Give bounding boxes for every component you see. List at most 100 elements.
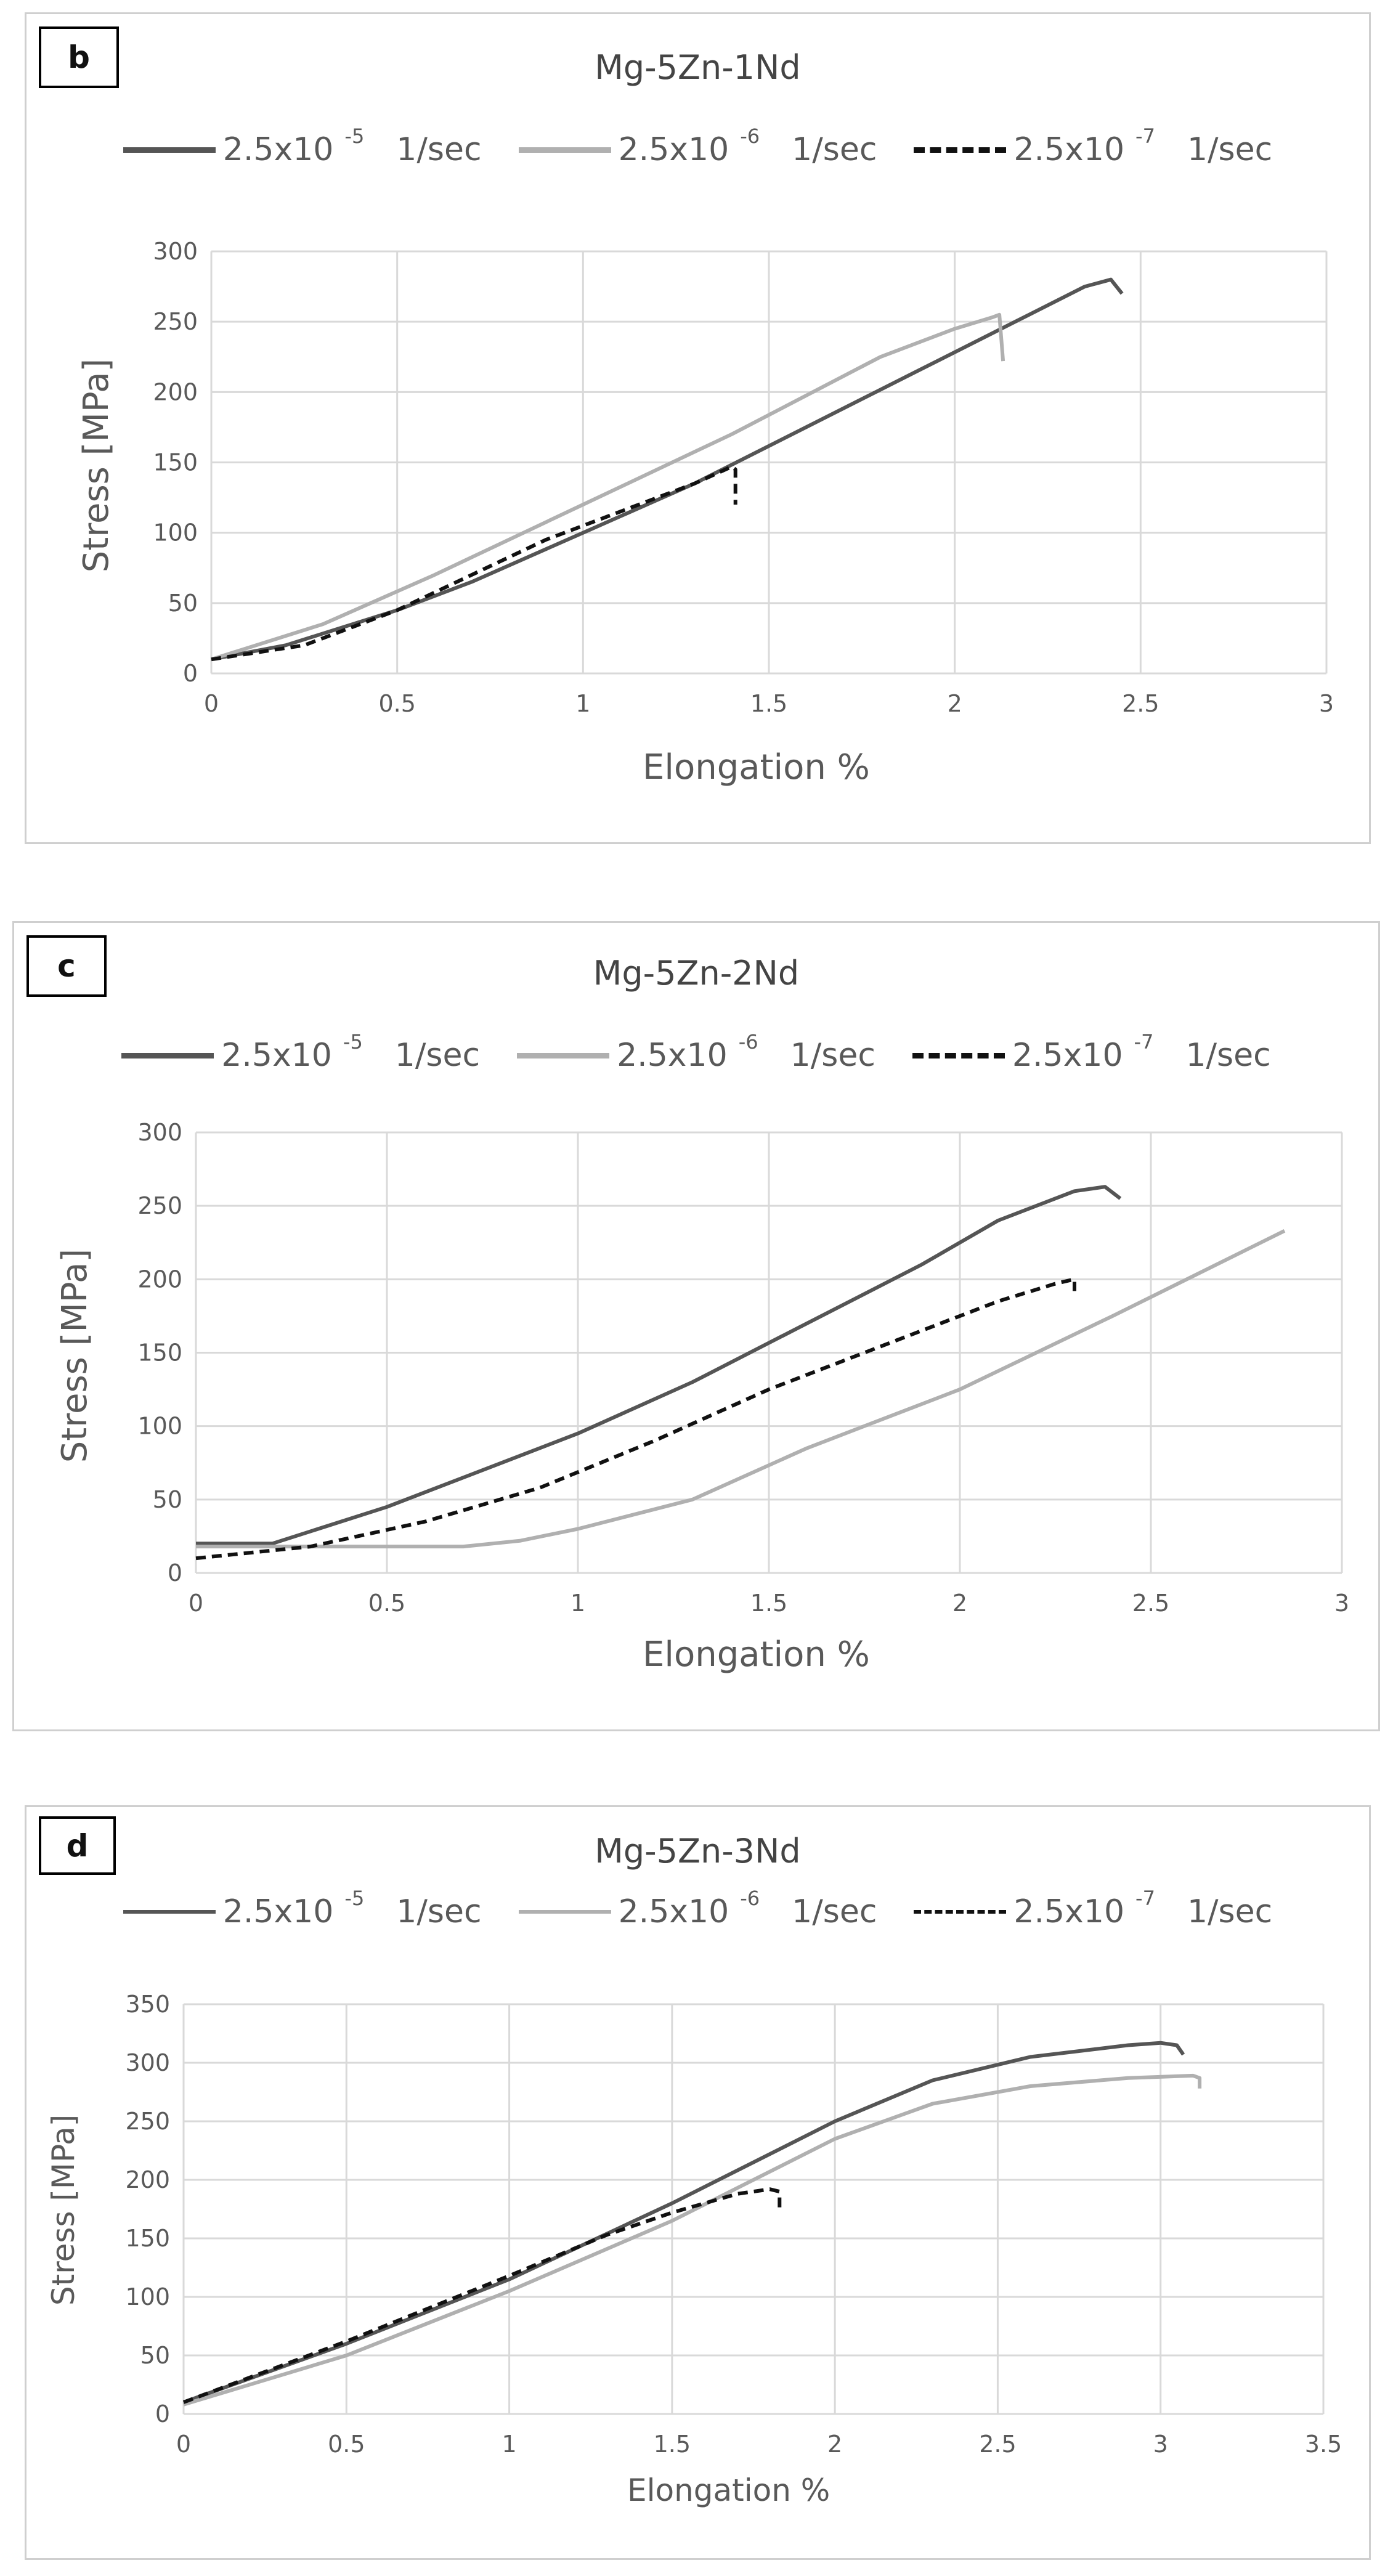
- legend-item: 2.5x10 -7 1/sec: [912, 1030, 1271, 1074]
- legend: 2.5x10 -5 1/sec 2.5x10 -6 1/sec 2.5x10 -7 1…: [14, 1030, 1378, 1074]
- legend-label-base: 2.5x10: [1013, 1893, 1125, 1930]
- y-tick-label: 200: [137, 1266, 182, 1293]
- y-tick-label: 50: [140, 2342, 170, 2369]
- series-line-solid-light: [211, 312, 1005, 662]
- series-line-solid-dark: [182, 2041, 1185, 2404]
- series-line-dashed: [182, 2187, 782, 2404]
- panel-letter: d: [39, 1816, 116, 1875]
- x-tick-label: 2: [827, 2431, 842, 2458]
- chart-panel-b: b Mg-5Zn-1Nd 2.5x10 -5 1/sec 2.5x10 -6 1/s…: [25, 12, 1371, 844]
- x-axis-label: Elongation %: [627, 2472, 831, 2508]
- y-tick-label: 200: [125, 2166, 170, 2193]
- legend-label-unit: 1/sec: [396, 1893, 482, 1930]
- legend-swatch-solid-light: [518, 1910, 611, 1914]
- legend-swatch-solid-light: [517, 1052, 610, 1058]
- legend-label-exp: -7: [1135, 124, 1155, 148]
- x-tick-label: 1.5: [750, 690, 787, 717]
- y-tick-label: 300: [153, 238, 198, 265]
- legend-label-base: 2.5x10: [222, 131, 334, 168]
- legend-swatch-solid-dark: [123, 147, 216, 153]
- legend-swatch-dashed: [912, 1052, 1005, 1058]
- legend-label-base: 2.5x10: [1013, 131, 1125, 168]
- panel-letter: c: [26, 935, 107, 997]
- y-tick-label: 50: [153, 1486, 182, 1513]
- legend-label-exp: -5: [343, 1030, 363, 1054]
- legend-label-exp: -6: [740, 1887, 760, 1910]
- chart-title: Mg-5Zn-1Nd: [595, 48, 801, 87]
- legend-item: 2.5x10 -6 1/sec: [517, 1030, 875, 1074]
- x-axis-label: Elongation %: [643, 1635, 870, 1675]
- legend-label-exp: -5: [344, 1887, 365, 1910]
- legend-item: 2.5x10 -5 1/sec: [121, 1030, 481, 1074]
- x-tick-label: 1.5: [654, 2431, 691, 2458]
- y-tick-label: 100: [125, 2283, 170, 2310]
- series-line-solid-light: [183, 2073, 1202, 2407]
- y-tick-label: 200: [153, 378, 198, 405]
- legend-label-unit: 1/sec: [792, 131, 877, 168]
- y-tick-label: 100: [137, 1413, 182, 1440]
- legend-swatch-solid-dark: [121, 1052, 214, 1058]
- chart-panel-c: c Mg-5Zn-2Nd 2.5x10 -5 1/sec 2.5x10 -6 1/s…: [12, 921, 1380, 1731]
- y-tick-label: 250: [125, 2108, 170, 2135]
- legend-label-exp: -7: [1135, 1887, 1155, 1910]
- y-tick-label: 0: [155, 2400, 170, 2428]
- legend-label-exp: -5: [344, 124, 365, 148]
- legend-swatch-solid-dark: [123, 1910, 216, 1914]
- series-line-dashed: [195, 1277, 1076, 1561]
- legend-label-base: 2.5x10: [618, 131, 729, 168]
- chart-title: Mg-5Zn-2Nd: [593, 954, 800, 993]
- x-tick-label: 2.5: [1132, 1590, 1169, 1617]
- legend-swatch-dashed: [914, 1910, 1007, 1914]
- y-tick-label: 150: [125, 2225, 170, 2252]
- x-tick-label: 0: [204, 690, 219, 717]
- y-tick-label: 250: [153, 308, 198, 335]
- legend-label-unit: 1/sec: [1185, 1037, 1271, 1074]
- y-tick-label: 0: [183, 660, 198, 687]
- y-tick-label: 50: [168, 590, 198, 617]
- chart-title: Mg-5Zn-3Nd: [595, 1832, 801, 1871]
- series-line-solid-light: [196, 1229, 1286, 1549]
- panel-letter: b: [39, 26, 119, 88]
- legend-label-base: 2.5x10: [1012, 1037, 1123, 1074]
- legend-label-unit: 1/sec: [1187, 131, 1273, 168]
- legend-label-exp: -7: [1134, 1030, 1154, 1054]
- legend-label-base: 2.5x10: [618, 1893, 729, 1930]
- legend-label-unit: 1/sec: [792, 1893, 877, 1930]
- legend: 2.5x10 -5 1/sec 2.5x10 -6 1/sec 2.5x10 -7 1…: [26, 124, 1369, 168]
- x-tick-label: 2: [948, 690, 962, 717]
- legend-swatch-dashed: [914, 147, 1007, 153]
- plot-area: 0 50 100 150 200 250 300 0 0.5 1 1.5 2 2.5 3: [153, 238, 1334, 717]
- legend-label-exp: -6: [738, 1030, 758, 1054]
- x-tick-label: 0: [189, 1590, 203, 1617]
- x-tick-label: 1: [502, 2431, 516, 2458]
- series-line-solid-dark: [196, 1185, 1122, 1546]
- legend-label-unit: 1/sec: [790, 1037, 875, 1074]
- legend-label-base: 2.5x10: [221, 1037, 332, 1074]
- y-tick-label: 300: [137, 1119, 182, 1146]
- y-tick-label: 350: [125, 1991, 170, 2018]
- y-tick-label: 300: [125, 2049, 170, 2076]
- x-tick-label: 0.5: [328, 2431, 365, 2458]
- plot-area: 0 50 100 150 200 250 300 0 0.5 1 1.5 2 2.5 3: [137, 1119, 1349, 1617]
- y-tick-label: 0: [168, 1559, 182, 1587]
- legend-item: 2.5x10 -5 1/sec: [123, 124, 482, 168]
- plot-area: 0 50 100 150 200 250 300 350 0 0.5 1 1.5 2 2.5 3 3.5: [125, 1991, 1342, 2458]
- x-tick-label: 2: [952, 1590, 967, 1617]
- y-axis-label: Stress [MPa]: [76, 358, 117, 573]
- legend-label-base: 2.5x10: [617, 1037, 728, 1074]
- x-tick-label: 1: [575, 690, 590, 717]
- x-tick-label: 3: [1334, 1590, 1349, 1617]
- legend-item: 2.5x10 -7 1/sec: [914, 1887, 1272, 1930]
- y-axis-label: Stress [MPa]: [55, 1248, 95, 1463]
- y-tick-label: 150: [153, 449, 198, 476]
- legend-label-base: 2.5x10: [222, 1893, 334, 1930]
- x-tick-label: 0.5: [378, 690, 415, 717]
- legend-swatch-solid-light: [518, 147, 611, 153]
- series-line-solid-dark: [211, 277, 1124, 662]
- legend-label-unit: 1/sec: [396, 131, 482, 168]
- y-tick-label: 100: [153, 519, 198, 546]
- x-tick-label: 2.5: [1122, 690, 1159, 717]
- y-tick-label: 250: [137, 1192, 182, 1219]
- legend: 2.5x10 -5 1/sec 2.5x10 -6 1/sec 2.5x10 -7 1…: [26, 1887, 1369, 1930]
- legend-label-unit: 1/sec: [394, 1037, 481, 1074]
